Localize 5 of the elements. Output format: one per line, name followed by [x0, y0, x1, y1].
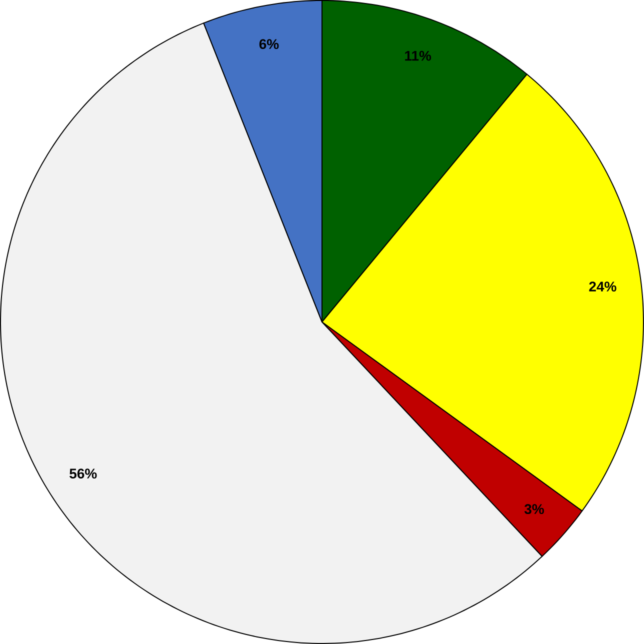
data-label: 24% — [589, 282, 616, 292]
data-label: 3% — [524, 504, 544, 514]
data-label: 56% — [70, 468, 97, 479]
data-label: 6% — [259, 39, 279, 50]
data-label: 11% — [405, 50, 432, 61]
